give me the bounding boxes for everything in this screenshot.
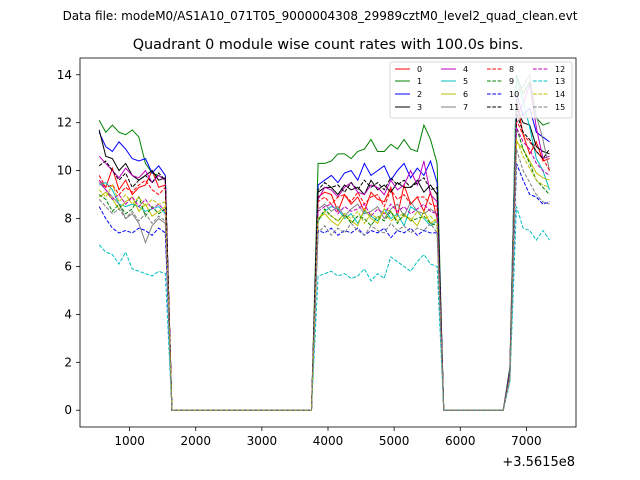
series-line-11 [98, 112, 550, 411]
legend-item-2: 2 [395, 90, 422, 99]
legend-label-0: 0 [417, 65, 422, 74]
series-line-15 [98, 148, 550, 411]
legend-label-5: 5 [463, 77, 468, 86]
legend-label-1: 1 [417, 77, 422, 86]
legend-item-4: 4 [441, 65, 468, 74]
series-line-14 [98, 139, 550, 411]
legend-label-7: 7 [463, 103, 468, 112]
legend-label-15: 15 [555, 103, 565, 112]
legend-label-13: 13 [555, 77, 565, 86]
figure-suptitle: Data file: modeM0/AS1A10_071T05_90000043… [63, 9, 578, 23]
y-tick-label: 6 [64, 259, 72, 273]
y-tick-label: 4 [64, 307, 72, 321]
legend-label-11: 11 [509, 103, 519, 112]
legend-item-1: 1 [395, 77, 422, 86]
legend-item-11: 11 [487, 103, 519, 112]
legend-item-0: 0 [395, 65, 422, 74]
legend-label-4: 4 [463, 65, 468, 74]
x-tick-label: 6000 [445, 434, 476, 448]
legend-label-2: 2 [417, 90, 422, 99]
legend-item-3: 3 [395, 103, 422, 112]
y-tick-label: 8 [64, 212, 72, 226]
y-tick-label: 12 [57, 116, 72, 130]
y-tick-label: 2 [64, 355, 72, 369]
chart-title: Quadrant 0 module wise count rates with … [133, 37, 524, 53]
x-tick-label: 4000 [313, 434, 344, 448]
y-tick-label: 0 [64, 403, 72, 417]
legend-item-15: 15 [533, 103, 565, 112]
legend-item-6: 6 [441, 90, 468, 99]
legend-label-14: 14 [555, 90, 565, 99]
series-line-12 [98, 127, 550, 411]
legend-item-13: 13 [533, 77, 565, 86]
x-tick-label: 2000 [180, 434, 211, 448]
legend-item-10: 10 [487, 90, 519, 99]
legend-label-6: 6 [463, 90, 468, 99]
x-tick-label: 1000 [114, 434, 145, 448]
y-tick-label: 10 [57, 164, 72, 178]
legend-label-10: 10 [509, 90, 519, 99]
legend-item-8: 8 [487, 65, 514, 74]
legend-item-12: 12 [533, 65, 565, 74]
legend-label-8: 8 [509, 65, 514, 74]
y-tick-label: 14 [57, 68, 72, 82]
legend-item-14: 14 [533, 90, 565, 99]
series-layer [98, 73, 551, 411]
legend-label-9: 9 [509, 77, 514, 86]
x-axis-offset-label: +3.5615e8 [502, 455, 575, 470]
legend-item-9: 9 [487, 77, 514, 86]
legend-item-5: 5 [441, 77, 468, 86]
legend-label-3: 3 [417, 103, 422, 112]
x-tick-label: 5000 [379, 434, 410, 448]
legend-label-12: 12 [555, 65, 565, 74]
y-axis: 0 2 4 6 8 10 12 14 [57, 68, 80, 417]
x-axis: 1000 2000 3000 4000 5000 6000 7000 [114, 427, 542, 448]
legend-item-7: 7 [441, 103, 468, 112]
x-tick-label: 3000 [247, 434, 278, 448]
x-tick-label: 7000 [511, 434, 542, 448]
legend-box [389, 61, 573, 119]
